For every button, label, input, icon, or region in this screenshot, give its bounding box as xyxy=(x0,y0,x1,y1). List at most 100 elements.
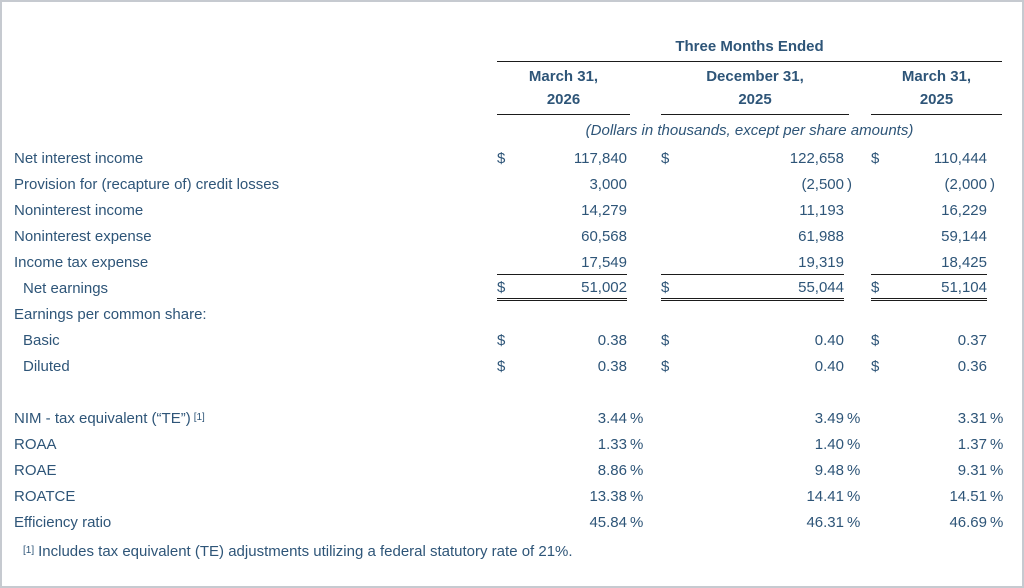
suffix: % xyxy=(847,514,861,531)
period-header: Three Months Ended xyxy=(497,38,1002,62)
value-mar-2025: $0.37 xyxy=(871,332,987,349)
row-roatce: ROATCE 13.38 % 14.41 % 14.51 % xyxy=(2,484,1022,510)
row-eps-basic: Basic $0.38 $0.40 $0.37 xyxy=(2,328,1022,354)
row-roae: ROAE 8.86 % 9.48 % 9.31 % xyxy=(2,458,1022,484)
row-income-tax-expense: Income tax expense 17,549 19,319 18,425 xyxy=(2,250,1022,276)
value-mar-2025: $110,444 xyxy=(871,150,987,167)
suffix: % xyxy=(847,488,861,505)
suffix xyxy=(987,328,1008,354)
suffix: % xyxy=(630,514,644,531)
suffix: % xyxy=(630,410,644,427)
row-label: Net interest income xyxy=(14,150,144,167)
row-noninterest-expense: Noninterest expense 60,568 61,988 59,144 xyxy=(2,224,1022,250)
row-eps-diluted: Diluted $0.38 $0.40 $0.36 xyxy=(2,354,1022,380)
footnote-marker: [1] xyxy=(193,412,205,423)
value-mar-2025: 3.31 xyxy=(957,410,987,427)
table-header-group: Three Months Ended xyxy=(2,38,1022,62)
row-label: ROAE xyxy=(14,462,57,479)
suffix xyxy=(627,276,649,302)
value-dec-2025: 11,193 xyxy=(799,202,844,219)
column-header-line1: March 31, xyxy=(528,68,599,85)
suffix xyxy=(627,354,649,380)
suffix xyxy=(987,224,1008,250)
row-nim-te: NIM - tax equivalent (“TE”) [1] 3.44 % 3.… xyxy=(2,406,1022,432)
value-dec-2025: 19,319 xyxy=(661,250,844,275)
suffix: ) xyxy=(990,176,995,193)
value-2026: 3.44 xyxy=(597,410,627,427)
value-mar-2025: 59,144 xyxy=(941,228,987,245)
column-header-march-2025: March 31, 2025 xyxy=(871,62,1002,115)
value-2026: 8.86 xyxy=(597,462,627,479)
suffix xyxy=(627,224,649,250)
suffix: % xyxy=(990,462,1004,479)
section-spacer xyxy=(2,380,1022,406)
suffix xyxy=(844,328,865,354)
row-label: ROAA xyxy=(14,436,57,453)
row-label: Noninterest expense xyxy=(14,228,152,245)
value-2026: 3,000 xyxy=(589,176,627,193)
value-2026: 13.38 xyxy=(589,488,627,505)
units-note-row: (Dollars in thousands, except per share … xyxy=(2,115,1022,146)
suffix xyxy=(987,250,1008,276)
suffix xyxy=(844,250,865,276)
footnote: [1] Includes tax equivalent (TE) adjustme… xyxy=(2,538,1022,566)
column-header-march-2026: March 31, 2026 xyxy=(497,62,630,115)
row-label: Basic xyxy=(23,332,60,349)
row-label: Efficiency ratio xyxy=(14,514,112,531)
footnote-text: Includes tax equivalent (TE) adjustments… xyxy=(38,543,573,560)
suffix: % xyxy=(990,410,1004,427)
suffix xyxy=(987,276,1008,302)
suffix xyxy=(627,328,649,354)
value-dec-2025: 9.48 xyxy=(814,462,844,479)
suffix: % xyxy=(990,436,1004,453)
value-mar-2025: 14.51 xyxy=(949,488,987,505)
date-column-headers: March 31, 2026 December 31, 2025 March 3… xyxy=(2,62,1022,115)
suffix xyxy=(844,198,865,224)
suffix xyxy=(627,250,649,276)
suffix: % xyxy=(630,436,644,453)
value-dec-2025: 1.40 xyxy=(814,436,844,453)
suffix: % xyxy=(847,436,861,453)
value-mar-2025: 1.37 xyxy=(957,436,987,453)
suffix xyxy=(844,354,865,380)
suffix: % xyxy=(847,462,861,479)
column-header-line2: 2026 xyxy=(546,91,581,108)
row-eps-header: Earnings per common share: xyxy=(2,302,1022,328)
suffix xyxy=(987,354,1008,380)
value-2026: 60,568 xyxy=(581,228,627,245)
row-label: Earnings per common share: xyxy=(14,306,207,323)
value-dec-2025: $55,044 xyxy=(661,276,844,301)
row-label: Noninterest income xyxy=(14,202,144,219)
suffix: % xyxy=(990,488,1004,505)
suffix: % xyxy=(990,514,1004,531)
column-header-december-2025: December 31, 2025 xyxy=(661,62,849,115)
suffix: % xyxy=(630,462,644,479)
row-noninterest-income: Noninterest income 14,279 11,193 16,229 xyxy=(2,198,1022,224)
value-mar-2025: $51,104 xyxy=(871,276,987,301)
suffix xyxy=(844,276,865,302)
value-mar-2025: 18,425 xyxy=(871,250,987,275)
value-mar-2025: (2,000 xyxy=(944,176,987,193)
column-header-line2: 2025 xyxy=(919,91,954,108)
value-2026: 1.33 xyxy=(597,436,627,453)
suffix xyxy=(844,146,865,172)
value-dec-2025: 46.31 xyxy=(806,514,844,531)
row-roaa: ROAA 1.33 % 1.40 % 1.37 % xyxy=(2,432,1022,458)
value-2026: $51,002 xyxy=(497,276,627,301)
value-mar-2025: 16,229 xyxy=(941,202,987,219)
row-label: Diluted xyxy=(23,358,70,375)
column-header-line1: December 31, xyxy=(706,68,804,85)
suffix xyxy=(627,146,649,172)
value-2026: 45.84 xyxy=(589,514,627,531)
row-label: Provision for (recapture of) credit loss… xyxy=(14,176,280,193)
value-dec-2025: (2,500 xyxy=(801,176,844,193)
row-net-interest-income: Net interest income $117,840 $122,658 $1… xyxy=(2,146,1022,172)
column-header-line1: March 31, xyxy=(901,68,972,85)
value-mar-2025: 9.31 xyxy=(957,462,987,479)
row-label: NIM - tax equivalent (“TE”) [1] xyxy=(14,410,205,427)
units-note: (Dollars in thousands, except per share … xyxy=(585,122,914,139)
value-dec-2025: $0.40 xyxy=(661,358,844,375)
suffix xyxy=(627,198,649,224)
value-2026: 14,279 xyxy=(581,202,627,219)
